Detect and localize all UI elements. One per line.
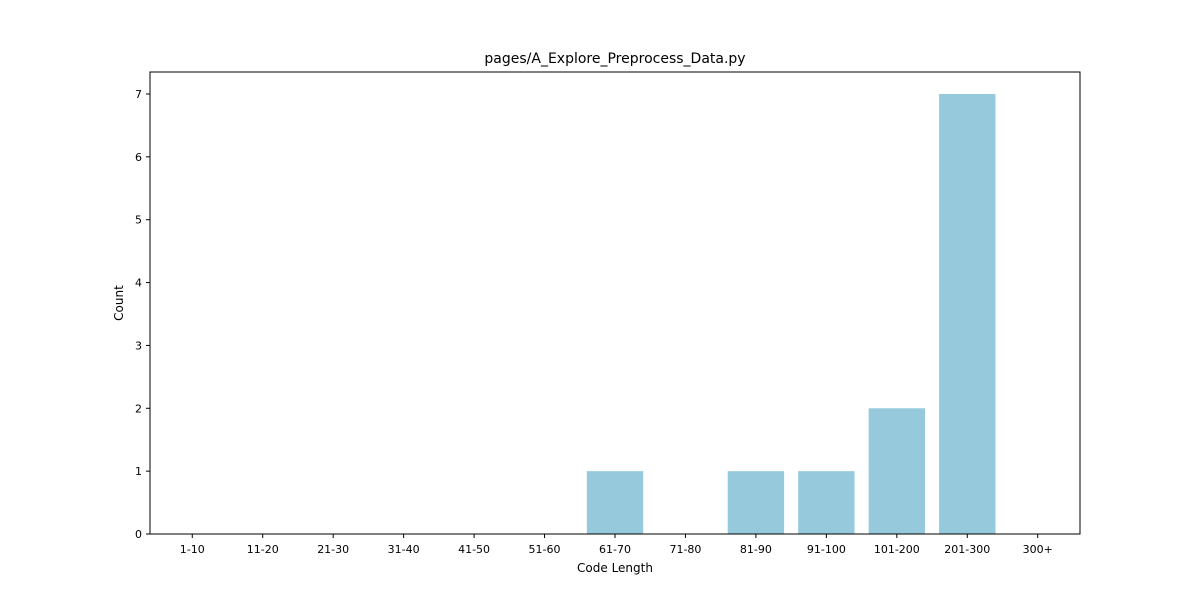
- x-tick-label: 71-80: [669, 543, 701, 556]
- x-axis-label: Code Length: [577, 561, 653, 575]
- y-tick-label: 5: [135, 214, 142, 227]
- bar-91-100: [798, 471, 855, 534]
- x-tick-label: 41-50: [458, 543, 490, 556]
- bars-group: [586, 94, 996, 534]
- x-tick-label: 201-300: [944, 543, 990, 556]
- y-tick-label: 3: [135, 339, 142, 352]
- x-tick-label: 1-10: [180, 543, 205, 556]
- y-tick-label: 7: [135, 88, 142, 101]
- x-tick-label: 61-70: [599, 543, 631, 556]
- y-tick-label: 4: [135, 277, 142, 290]
- y-tick-label: 1: [135, 465, 142, 478]
- bar-61-70: [586, 471, 644, 534]
- y-tick-label: 6: [135, 151, 142, 164]
- chart-title: pages/A_Explore_Preprocess_Data.py: [484, 51, 745, 67]
- x-tick-label: 11-20: [247, 543, 279, 556]
- y-axis-ticks: 0 1 2 3 4 5 6 7: [135, 88, 150, 541]
- x-tick-label: 91-100: [807, 543, 846, 556]
- x-tick-label: 31-40: [388, 543, 420, 556]
- y-axis-label: Count: [112, 285, 126, 321]
- x-tick-label: 300+: [1023, 543, 1053, 556]
- x-tick-label: 51-60: [529, 543, 561, 556]
- y-tick-label: 2: [135, 402, 142, 415]
- bar-101-200: [868, 408, 925, 534]
- plot-frame: [149, 71, 1081, 535]
- x-axis-ticks: 1-10 11-20 21-30 31-40 41-50 51-60 61-70 71-80 8…: [180, 534, 1053, 556]
- x-tick-label: 81-90: [740, 543, 772, 556]
- y-tick-label: 0: [135, 528, 142, 541]
- bar-81-90: [727, 471, 785, 534]
- x-tick-label: 101-200: [874, 543, 920, 556]
- bar-201-300: [939, 94, 996, 534]
- x-tick-label: 21-30: [317, 543, 349, 556]
